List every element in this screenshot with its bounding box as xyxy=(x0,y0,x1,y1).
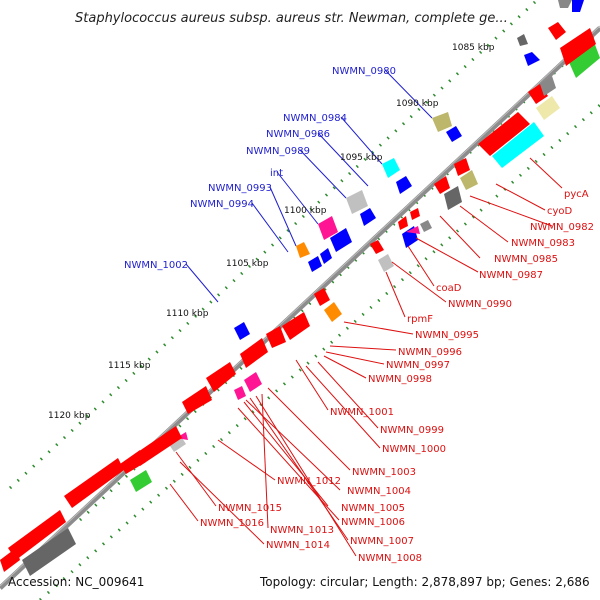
genome-backbone-highlight xyxy=(0,25,600,587)
gene-label[interactable]: NWMN_0989 xyxy=(246,146,310,157)
gene-label[interactable]: coaD xyxy=(436,283,462,294)
gene-label[interactable]: NWMN_0987 xyxy=(479,270,543,281)
scale-label: 1095 kbp xyxy=(340,153,383,163)
forward-gene-labels: NWMN_0980 NWMN_0984 NWMN_0986 NWMN_0989 … xyxy=(124,66,396,271)
gene-label[interactable]: NWMN_0990 xyxy=(448,299,512,310)
topology-summary: Topology: circular; Length: 2,878,897 bp… xyxy=(259,575,590,589)
accession-text: Accession: NC_009641 xyxy=(8,575,144,589)
gene-label[interactable]: NWMN_0993 xyxy=(208,183,272,194)
scale-label: 1090 kbp xyxy=(396,99,439,109)
gene-label[interactable]: cyoD xyxy=(547,206,573,217)
scale-labels: 1085 kbp 1090 kbp 1095 kbp 1100 kbp 1105… xyxy=(48,43,495,421)
tick-track-outer xyxy=(8,0,537,490)
gene-label[interactable]: NWMN_0983 xyxy=(511,238,575,249)
gene-label[interactable]: NWMN_0985 xyxy=(494,254,558,265)
gene-label[interactable]: NWMN_1015 xyxy=(218,503,282,514)
gene-label[interactable]: NWMN_0999 xyxy=(380,425,444,436)
forward-callouts xyxy=(185,69,433,303)
gene-label[interactable]: pycA xyxy=(564,189,589,200)
gene-label[interactable]: NWMN_1013 xyxy=(270,525,334,536)
gene-label[interactable]: NWMN_1006 xyxy=(341,517,405,528)
gene-label[interactable]: NWMN_0996 xyxy=(398,347,462,358)
gene-label[interactable]: NWMN_1012 xyxy=(277,476,341,487)
gene-label[interactable]: NWMN_1004 xyxy=(347,486,411,497)
gene-label[interactable]: NWMN_1003 xyxy=(352,467,416,478)
scale-label: 1100 kbp xyxy=(284,206,327,216)
gene-label[interactable]: NWMN_0994 xyxy=(190,199,254,210)
map-title: Staphylococcus aureus subsp. aureus str.… xyxy=(75,11,508,26)
gene-label[interactable]: NWMN_1016 xyxy=(200,518,264,529)
gene-label[interactable]: NWMN_1002 xyxy=(124,260,188,271)
gene-label[interactable]: NWMN_0998 xyxy=(368,374,432,385)
gene-label[interactable]: NWMN_0980 xyxy=(332,66,396,77)
gene-label[interactable]: NWMN_0984 xyxy=(283,113,347,124)
reverse-callouts xyxy=(169,157,563,557)
gene-label[interactable]: NWMN_0982 xyxy=(530,222,594,233)
gene-label[interactable]: NWMN_1001 xyxy=(330,407,394,418)
gene-label[interactable]: NWMN_0997 xyxy=(386,360,450,371)
gene-label[interactable]: NWMN_1007 xyxy=(350,536,414,547)
scale-label: 1115 kbp xyxy=(108,361,151,371)
gene-label[interactable]: NWMN_1014 xyxy=(266,540,330,551)
gene-label[interactable]: int xyxy=(270,168,283,179)
scale-label: 1110 kbp xyxy=(166,309,209,319)
tick-track-mid xyxy=(78,28,600,522)
reverse-gene-labels: pycA cyoD NWMN_0982 NWMN_0983 NWMN_0985 … xyxy=(200,189,594,564)
scale-label: 1105 kbp xyxy=(226,259,269,269)
scale-label: 1120 kbp xyxy=(48,411,91,421)
gene-label[interactable]: rpmF xyxy=(407,314,433,325)
genome-backbone xyxy=(0,26,600,590)
scale-label: 1085 kbp xyxy=(452,43,495,53)
forward-strand-genes xyxy=(234,0,584,340)
gene-label[interactable]: NWMN_0986 xyxy=(266,129,330,140)
reverse-strand-genes xyxy=(0,22,600,576)
gene-label[interactable]: NWMN_0995 xyxy=(415,330,479,341)
gene-label[interactable]: NWMN_1005 xyxy=(341,503,405,514)
gene-label[interactable]: NWMN_1008 xyxy=(358,553,422,564)
gene-label[interactable]: NWMN_1000 xyxy=(382,444,446,455)
